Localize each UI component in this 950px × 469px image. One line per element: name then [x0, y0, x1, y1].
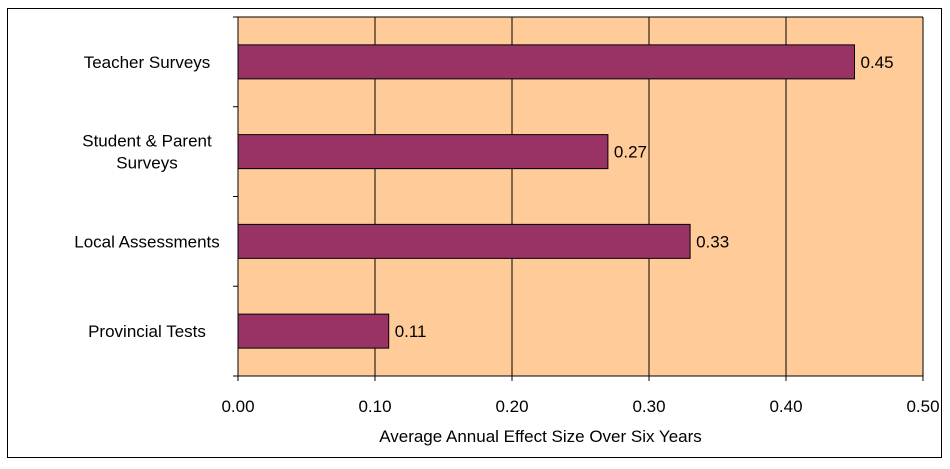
category-label: Teacher Surveys — [84, 53, 211, 72]
bar — [237, 44, 855, 80]
data-label: 0.11 — [395, 322, 427, 341]
x-tick-label: 0.30 — [632, 397, 665, 416]
category-label: Student & Parent Surveys — [82, 132, 212, 173]
labels: 0.00 0.10 0.20 0.30 0.40 0.50 0.45 Teacher Surv… — [74, 53, 939, 416]
bar — [237, 313, 390, 349]
axes — [233, 16, 924, 381]
data-label: 0.33 — [696, 232, 729, 251]
bar — [237, 223, 691, 259]
bars — [237, 44, 855, 349]
data-label: 0.45 — [861, 53, 894, 72]
x-axis-title: Average Annual Effect Size Over Six Year… — [379, 427, 702, 446]
x-tick-label: 0.40 — [769, 397, 802, 416]
x-tick-label: 0.20 — [495, 397, 528, 416]
x-tick-label: 0.10 — [358, 397, 391, 416]
bar — [237, 134, 609, 170]
x-tick-label: 0.50 — [906, 397, 939, 416]
category-label: Local Assessments — [74, 232, 220, 251]
data-label: 0.27 — [614, 143, 647, 162]
category-label: Provincial Tests — [88, 322, 206, 341]
x-tick-label: 0.00 — [221, 397, 254, 416]
